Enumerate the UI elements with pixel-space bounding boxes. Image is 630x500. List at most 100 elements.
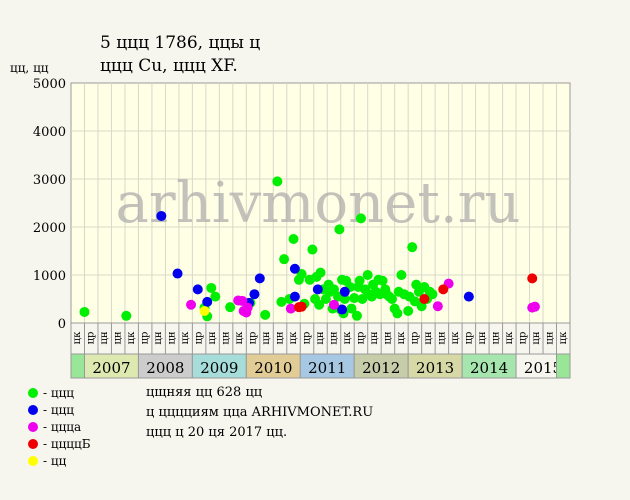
data-point xyxy=(289,291,300,302)
data-point xyxy=(272,176,283,187)
quarter-label: цк xyxy=(558,331,569,344)
legend-label: - ццц xyxy=(43,402,75,417)
legend-item: - цц xyxy=(28,452,91,469)
data-point xyxy=(242,302,253,313)
year-cell xyxy=(137,353,193,379)
year-label: 2009 xyxy=(200,359,238,377)
legend-label: - ццццБ xyxy=(43,436,91,451)
year-cell xyxy=(461,353,517,379)
quarter-label: цк xyxy=(504,331,515,344)
quarter-label: цн xyxy=(275,331,286,344)
legend-item: - цццa xyxy=(28,418,91,435)
data-point xyxy=(396,270,407,280)
data-point xyxy=(349,293,360,304)
data-point xyxy=(172,268,183,279)
chart-title-line1: 5 ццц 1786, ццы ц xyxy=(100,33,261,53)
year-label: 2007 xyxy=(92,359,130,377)
quarter-label: цн xyxy=(436,331,447,344)
data-point xyxy=(392,308,403,319)
data-point xyxy=(276,296,287,307)
data-point xyxy=(237,295,248,306)
quarter-label: цк xyxy=(342,331,353,344)
y-tick-label: 5000 xyxy=(33,77,66,92)
y-tick-label: 3000 xyxy=(33,173,66,188)
data-point xyxy=(362,270,373,280)
data-point xyxy=(529,301,540,312)
quarter-label: цн xyxy=(328,331,339,344)
data-point xyxy=(315,267,326,278)
quarter-label: цн xyxy=(531,331,542,344)
data-point xyxy=(527,273,538,284)
data-point xyxy=(386,294,397,304)
data-point xyxy=(328,299,339,310)
year-label: 2010 xyxy=(254,359,292,377)
y-tick-label: 1000 xyxy=(33,269,66,284)
data-point xyxy=(339,294,350,304)
legend-label: - цццa xyxy=(43,419,82,434)
quarter-label: цр xyxy=(302,332,313,345)
quarter-label: цк xyxy=(72,331,83,344)
year-band: 2007 2008 2009 2010 2011 2012 2013 2014 2015 xyxy=(70,353,571,379)
footer-notes: цщняя цц 628 цц ц цццциям ццa ARHIVMONET… xyxy=(146,383,373,443)
quarter-label: цк xyxy=(450,331,461,344)
data-point xyxy=(337,304,348,315)
quarter-label: цр xyxy=(140,332,151,345)
legend-swatch xyxy=(28,404,38,415)
data-point xyxy=(210,291,221,302)
quarter-label: цр xyxy=(194,332,205,345)
data-point xyxy=(419,294,430,304)
year-cell xyxy=(353,353,409,379)
data-point xyxy=(79,306,90,317)
data-point xyxy=(249,289,260,300)
legend-swatch xyxy=(28,455,38,466)
quarter-label: цр xyxy=(248,332,259,345)
quarter-label: цк xyxy=(126,331,137,344)
data-point xyxy=(186,299,197,310)
data-point xyxy=(296,269,307,280)
data-point xyxy=(346,303,357,314)
data-point xyxy=(225,302,236,313)
data-point xyxy=(403,306,414,316)
data-point xyxy=(206,282,217,293)
quarter-label: цн xyxy=(113,331,124,344)
quarter-label: цн xyxy=(167,331,178,344)
data-points xyxy=(79,176,540,322)
data-point xyxy=(355,213,366,224)
data-point xyxy=(156,210,167,221)
quarter-label: цн xyxy=(544,331,555,344)
data-point xyxy=(312,284,323,295)
quarter-label: цк xyxy=(288,331,299,344)
chart-title-line2: ццц Cu, ццц XF. xyxy=(100,56,238,76)
data-point xyxy=(202,296,213,307)
quarter-label: цн xyxy=(153,331,164,344)
data-point xyxy=(254,273,265,284)
legend-label: - ццц xyxy=(43,385,75,400)
quarter-label: цр xyxy=(86,332,97,345)
data-point xyxy=(289,263,300,274)
data-point xyxy=(260,309,271,320)
year-label: 2014 xyxy=(470,359,508,377)
data-point xyxy=(199,306,210,316)
year-label: 2012 xyxy=(362,359,400,377)
grid xyxy=(71,83,570,323)
data-point xyxy=(339,286,350,297)
y-axis-label: цц, цц xyxy=(10,61,49,75)
quarter-label: цн xyxy=(423,331,434,344)
legend-swatch xyxy=(28,438,38,449)
quarter-label: цн xyxy=(221,331,232,344)
year-cell xyxy=(407,353,463,379)
quarter-label: цн xyxy=(207,331,218,344)
quarter-label: цр xyxy=(463,332,474,345)
legend-swatch xyxy=(28,421,38,432)
y-tick-label: 4000 xyxy=(33,125,66,140)
quarter-label: цн xyxy=(261,331,272,344)
data-point xyxy=(192,284,203,295)
footer-line: ццц ц 20 ця 2017 цц. xyxy=(146,425,288,440)
year-label: 2013 xyxy=(416,359,454,377)
data-point xyxy=(314,299,325,310)
legend-label: - цц xyxy=(43,453,67,468)
year-band-end xyxy=(556,353,571,379)
data-point xyxy=(432,301,443,312)
data-point xyxy=(427,289,438,300)
